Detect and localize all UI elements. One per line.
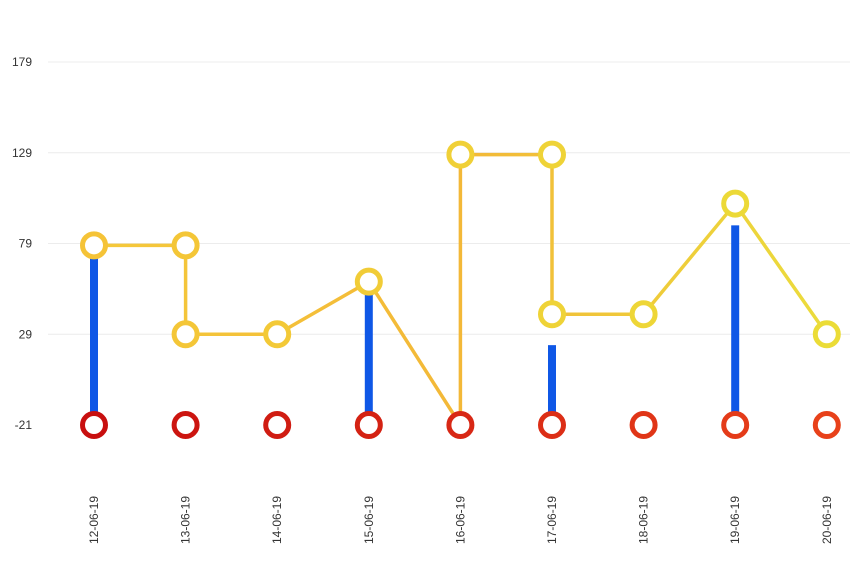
marker-yellow xyxy=(538,140,566,169)
marker-yellow xyxy=(171,231,200,260)
y-tick-label: 129 xyxy=(12,146,32,160)
marker-red xyxy=(812,411,841,439)
marker-red xyxy=(538,411,566,439)
marker-red xyxy=(171,411,200,439)
x-tick: 12-06-19 xyxy=(87,496,101,544)
marker-yellow xyxy=(263,320,292,349)
x-tick-label: 12-06-19 xyxy=(87,496,101,544)
bar xyxy=(548,345,556,425)
bar xyxy=(364,292,373,425)
x-tick: 19-06-19 xyxy=(728,496,742,544)
x-tick-label: 13-06-19 xyxy=(179,496,193,544)
x-tick-label: 15-06-19 xyxy=(362,496,376,544)
marker-red xyxy=(721,411,750,439)
marker-yellow xyxy=(446,140,475,169)
x-tick: 16-06-19 xyxy=(453,496,467,544)
marker-yellow xyxy=(354,267,383,296)
y-tick-label: 179 xyxy=(12,55,32,69)
marker-yellow xyxy=(538,300,566,329)
marker-yellow xyxy=(629,300,658,329)
marker-red xyxy=(354,411,383,439)
marker-red xyxy=(446,411,475,439)
x-axis-ticks: 12-06-19 13-06-19 14-06-19 15-06-19 16-06-19… xyxy=(87,496,834,544)
x-tick: 15-06-19 xyxy=(362,496,376,544)
marker-red xyxy=(80,411,108,439)
bar-series xyxy=(90,225,740,425)
x-tick-label: 14-06-19 xyxy=(270,496,284,544)
marker-yellow xyxy=(812,320,841,349)
y-tick-label: 79 xyxy=(19,237,33,251)
y-tick-label: -21 xyxy=(15,418,33,432)
y-axis-ticks: -21 29 79 129 179 xyxy=(12,55,32,432)
marker-yellow xyxy=(171,320,200,349)
y-tick-label: 29 xyxy=(19,327,33,341)
line-series-yellow xyxy=(94,152,829,427)
bar xyxy=(90,258,98,425)
marker-red xyxy=(263,411,292,439)
x-tick: 14-06-19 xyxy=(270,496,284,544)
line-series xyxy=(94,152,829,427)
x-tick: 18-06-19 xyxy=(637,496,651,544)
x-tick: 20-06-19 xyxy=(820,496,834,544)
bar xyxy=(731,225,740,425)
markers xyxy=(80,140,841,439)
x-tick: 17-06-19 xyxy=(545,496,559,544)
x-tick-label: 16-06-19 xyxy=(453,496,467,544)
marker-red xyxy=(629,411,658,439)
x-tick-label: 20-06-19 xyxy=(820,496,834,544)
x-tick-label: 18-06-19 xyxy=(637,496,651,544)
x-tick: 13-06-19 xyxy=(179,496,193,544)
marker-yellow xyxy=(721,189,750,218)
marker-yellow xyxy=(80,231,108,260)
x-tick-label: 17-06-19 xyxy=(545,496,559,544)
x-tick-label: 19-06-19 xyxy=(728,496,742,544)
